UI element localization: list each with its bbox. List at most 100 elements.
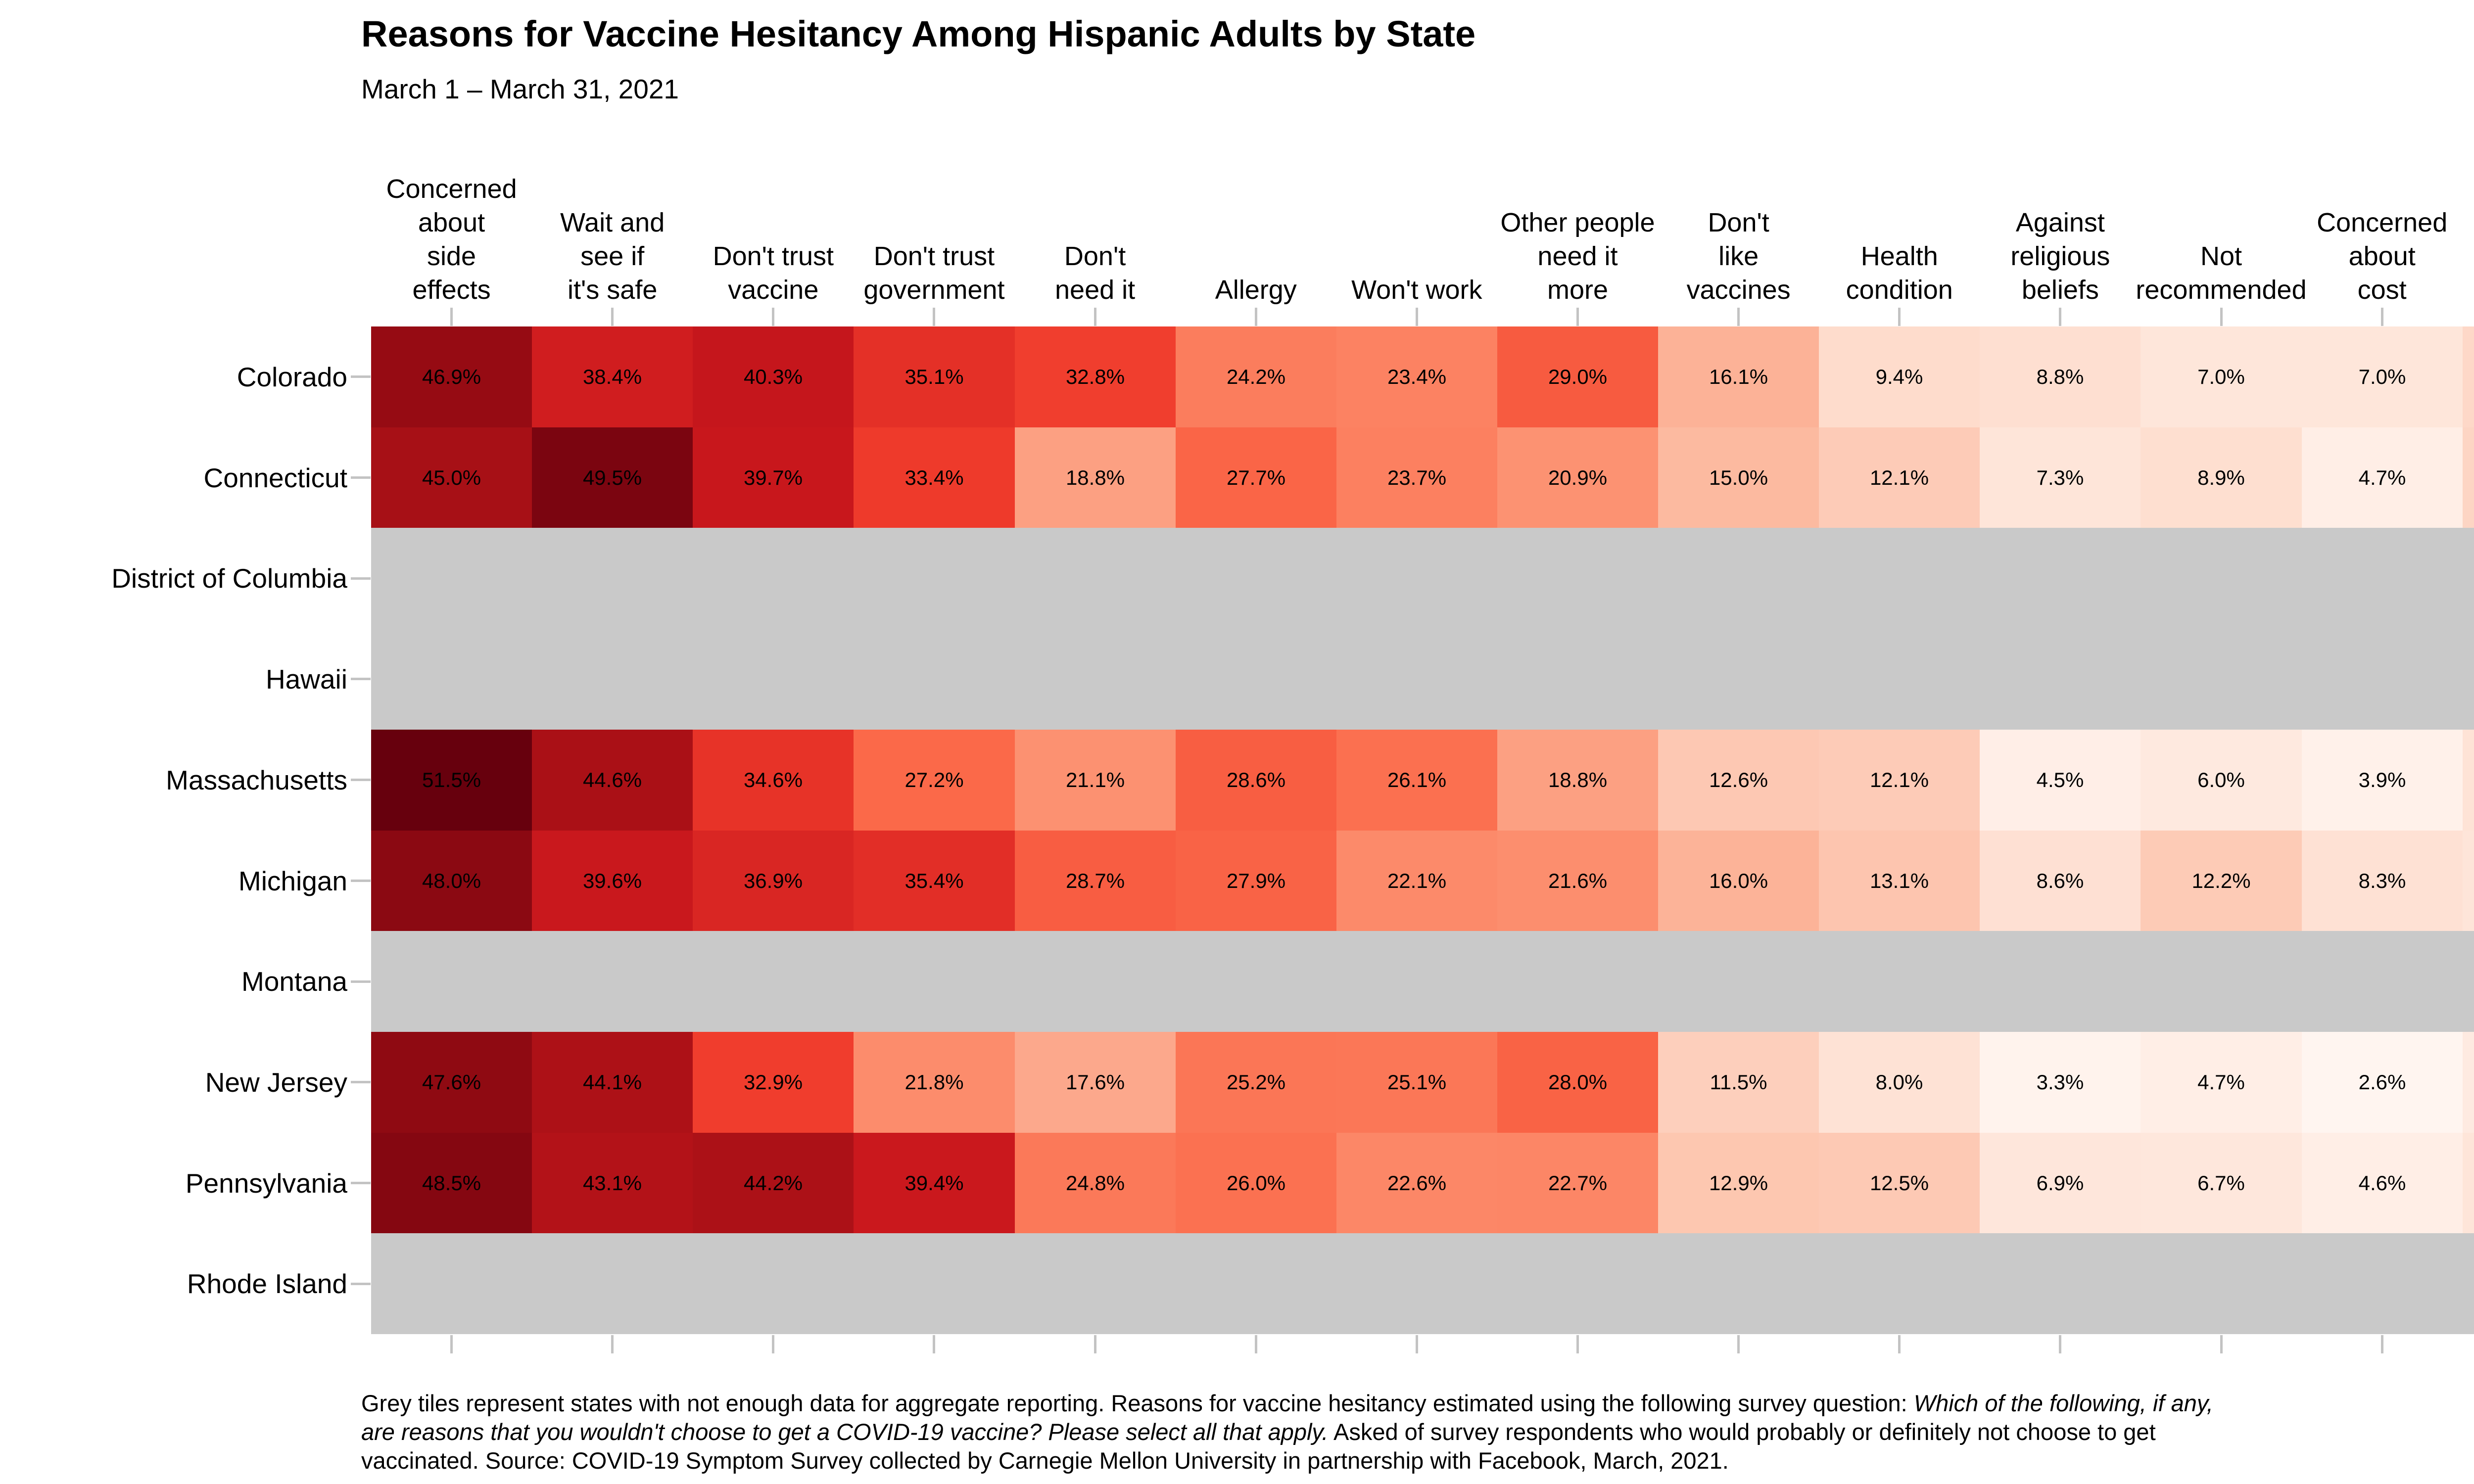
heatmap-cell: 23.7% — [1336, 427, 1497, 528]
axis-tick — [351, 1182, 371, 1184]
heatmap-cell: 21.8% — [854, 1032, 1015, 1133]
cell-value: 8.8% — [2036, 365, 2084, 388]
heatmap-cell — [693, 528, 854, 629]
column-header: Not recommended — [2136, 241, 2307, 305]
axis-tick — [1094, 308, 1096, 326]
heatmap-cell: 6.7% — [2141, 1133, 2302, 1233]
column-header: Allergy — [1215, 275, 1297, 305]
heatmap-cell — [1497, 629, 1658, 730]
heatmap-cell: 46.9% — [371, 326, 532, 427]
heatmap-cell — [1015, 1233, 1176, 1334]
cell-value: 12.2% — [2191, 869, 2251, 892]
heatmap-cell: 35.4% — [854, 831, 1015, 931]
heatmap-cell — [371, 629, 532, 730]
axis-tick — [351, 375, 371, 378]
cell-value: 39.7% — [743, 465, 803, 489]
column-header: Other people need it more — [1500, 207, 1655, 305]
cell-value: 44.1% — [582, 1070, 642, 1094]
heatmap-cell: 8.6% — [1980, 831, 2141, 931]
column-header: Don't need it — [1055, 241, 1136, 305]
chart-title: Reasons for Vaccine Hesitancy Among Hisp… — [361, 13, 1476, 54]
axis-tick — [1416, 1335, 1418, 1353]
column-header: Don't trust vaccine — [713, 241, 834, 305]
heatmap-cell: 4.6% — [2302, 1133, 2463, 1233]
cell-value: 35.1% — [904, 365, 964, 388]
row-label: Rhode Island — [187, 1268, 347, 1299]
heatmap-cell — [532, 629, 693, 730]
cell-value: 27.2% — [904, 768, 964, 791]
heatmap-cell — [1658, 931, 1819, 1032]
column-header: Against religious beliefs — [2010, 207, 2110, 305]
heatmap-cell — [1819, 528, 1980, 629]
heatmap-cell: 44.6% — [532, 730, 693, 831]
cell-value: 20.9% — [1548, 465, 1608, 489]
cell-value: 34.6% — [743, 768, 803, 791]
axis-tick — [351, 577, 371, 580]
row-label: Massachusetts — [166, 765, 347, 795]
heatmap-cell: 7.3% — [2463, 1133, 2474, 1233]
heatmap-cell: 10.0% — [2463, 326, 2474, 427]
heatmap-cell: 3.9% — [2302, 730, 2463, 831]
heatmap-cell — [1497, 1233, 1658, 1334]
heatmap-cell — [1336, 629, 1497, 730]
heatmap-cell — [2141, 931, 2302, 1032]
heatmap-cell — [693, 1233, 854, 1334]
heatmap-cell: 16.0% — [1658, 831, 1819, 931]
cell-value: 47.6% — [422, 1070, 481, 1094]
cell-value: 3.9% — [2358, 768, 2406, 791]
column-header: Wait and see if it's safe — [560, 207, 665, 305]
cell-value: 27.9% — [1226, 869, 1286, 892]
cell-value: 16.1% — [1709, 365, 1768, 388]
cell-value: 24.8% — [1065, 1171, 1125, 1195]
axis-tick — [1737, 308, 1740, 326]
heatmap-cell — [1980, 931, 2141, 1032]
heatmap-cell — [371, 931, 532, 1032]
cell-value: 21.8% — [904, 1070, 964, 1094]
heatmap-cell: 36.9% — [693, 831, 854, 931]
axis-tick — [1255, 1335, 1257, 1353]
axis-tick — [1737, 1335, 1740, 1353]
heatmap-cell — [1176, 528, 1336, 629]
heatmap-cell — [854, 528, 1015, 629]
cell-value: 12.6% — [1709, 768, 1768, 791]
cell-value: 12.1% — [1869, 768, 1929, 791]
cell-value: 28.0% — [1548, 1070, 1608, 1094]
cell-value: 13.1% — [1869, 869, 1929, 892]
heatmap-cell — [693, 931, 854, 1032]
axis-tick — [772, 1335, 774, 1353]
cell-value: 28.7% — [1065, 869, 1125, 892]
heatmap-cell — [2302, 1233, 2463, 1334]
heatmap-cell — [1497, 931, 1658, 1032]
heatmap-cell: 39.7% — [693, 427, 854, 528]
heatmap-cell — [2302, 528, 2463, 629]
cell-value: 44.2% — [743, 1171, 803, 1195]
cell-value: 38.4% — [582, 365, 642, 388]
heatmap-cell — [2302, 931, 2463, 1032]
cell-value: 35.4% — [904, 869, 964, 892]
cell-value: 8.0% — [1875, 1070, 1923, 1094]
heatmap-cell — [1980, 528, 2141, 629]
heatmap-cell: 7.3% — [1980, 427, 2141, 528]
heatmap-cell — [1658, 1233, 1819, 1334]
cell-value: 29.0% — [1548, 365, 1608, 388]
axis-tick — [2220, 308, 2223, 326]
heatmap-cell: 34.6% — [693, 730, 854, 831]
heatmap-cell: 51.5% — [371, 730, 532, 831]
heatmap-cell: 29.0% — [1497, 326, 1658, 427]
cell-value: 3.3% — [2036, 1070, 2084, 1094]
heatmap-cell: 15.0% — [1658, 427, 1819, 528]
heatmap-cell — [1176, 931, 1336, 1032]
axis-tick — [1576, 1335, 1579, 1353]
heatmap-cell: 16.1% — [1658, 326, 1819, 427]
cell-value: 12.1% — [1869, 465, 1929, 489]
axis-tick — [1094, 1335, 1096, 1353]
heatmap-cell: 27.9% — [1176, 831, 1336, 931]
heatmap-cell: 18.8% — [1497, 730, 1658, 831]
cell-value: 21.1% — [1065, 768, 1125, 791]
heatmap-cell — [2141, 1233, 2302, 1334]
heatmap-cell: 12.6% — [1658, 730, 1819, 831]
chart-subtitle: March 1 – March 31, 2021 — [361, 74, 679, 104]
axis-tick — [933, 308, 935, 326]
footnote-survey-question: Which of the following, if any, are reas… — [361, 1390, 2213, 1445]
heatmap-cell: 18.8% — [1015, 427, 1176, 528]
